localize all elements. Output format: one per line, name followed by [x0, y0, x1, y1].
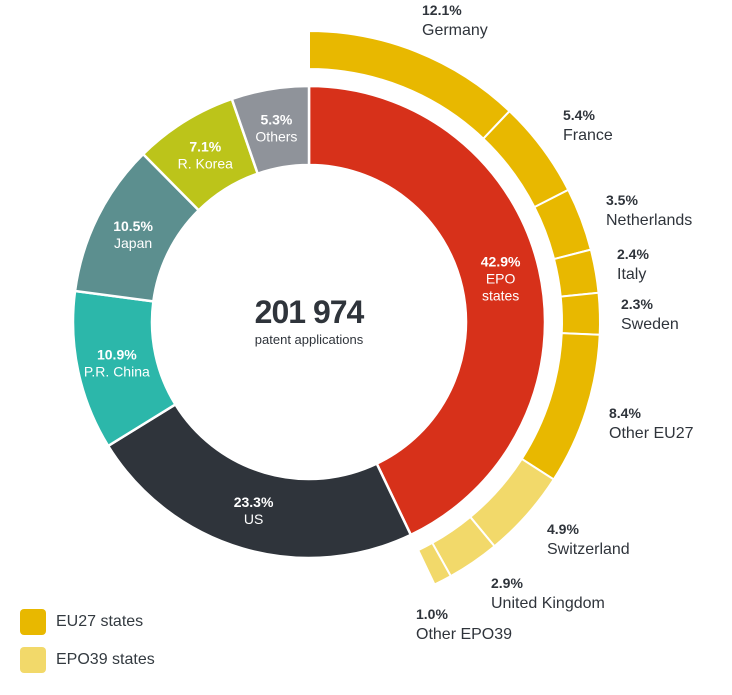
legend-swatch-eu27: [20, 609, 46, 635]
inner-pct-label-r-korea: 7.1%: [189, 139, 221, 155]
center-total: 201 974: [255, 294, 365, 330]
inner-name-label-japan: Japan: [114, 235, 152, 251]
inner-name-label-others: Others: [255, 129, 297, 145]
outer-name-label-other-epo39: Other EPO39: [416, 626, 512, 643]
outer-name-label-netherlands: Netherlands: [606, 212, 692, 229]
outer-slice-sweden: [559, 291, 601, 336]
center-caption: patent applications: [255, 332, 364, 347]
inner-name-label-r-korea: R. Korea: [178, 156, 233, 172]
inner-slice-us: [106, 402, 413, 560]
outer-slice-italy: [552, 248, 600, 298]
inner-ring: [71, 84, 547, 560]
outer-name-label-other-eu27: Other EU27: [609, 425, 694, 442]
outer-pct-label-other-epo39: 1.0%: [416, 606, 448, 622]
outer-pct-label-germany: 12.1%: [422, 2, 462, 18]
inner-name-label-p-r-china: P.R. China: [84, 364, 150, 380]
outer-pct-label-switzerland: 4.9%: [547, 521, 579, 537]
inner-name-label-epo-states: EPO: [486, 271, 516, 287]
inner-pct-label-epo-states: 42.9%: [481, 254, 521, 270]
inner-pct-label-japan: 10.5%: [113, 218, 153, 234]
outer-pct-label-united-kingdom: 2.9%: [491, 575, 523, 591]
outer-pct-label-netherlands: 3.5%: [606, 192, 638, 208]
outer-labels: 12.1% Germany 5.4% France 3.5% Netherlands 2.4…: [416, 2, 694, 643]
outer-pct-label-italy: 2.4%: [617, 246, 649, 262]
inner-pct-label-others: 5.3%: [260, 112, 292, 128]
legend-item-epo39: EPO39 states: [20, 647, 155, 673]
outer-name-label-france: France: [563, 127, 613, 144]
outer-pct-label-sweden: 2.3%: [621, 296, 653, 312]
legend-label-eu27: EU27 states: [56, 613, 144, 630]
outer-name-label-united-kingdom: United Kingdom: [491, 595, 605, 612]
outer-name-label-germany: Germany: [422, 22, 488, 39]
inner-slice-others: [230, 84, 311, 176]
outer-pct-label-other-eu27: 8.4%: [609, 405, 641, 421]
outer-pct-label-france: 5.4%: [563, 107, 595, 123]
legend-item-eu27: EU27 states: [20, 609, 143, 635]
legend-label-epo39: EPO39 states: [56, 651, 155, 668]
outer-name-label-italy: Italy: [617, 266, 646, 283]
legend-swatch-epo39: [20, 647, 46, 673]
inner-pct-label-us: 23.3%: [234, 494, 274, 510]
inner-pct-label-p-r-china: 10.9%: [97, 347, 137, 363]
outer-ring: [308, 29, 601, 586]
inner-slice-epo-states: [307, 84, 547, 537]
inner-name-label-epo-states-2: states: [482, 288, 519, 304]
outer-name-label-sweden: Sweden: [621, 316, 679, 333]
outer-slice-other-epo39: [416, 541, 453, 586]
inner-name-label-us: US: [244, 511, 263, 527]
outer-name-label-switzerland: Switzerland: [547, 541, 630, 558]
